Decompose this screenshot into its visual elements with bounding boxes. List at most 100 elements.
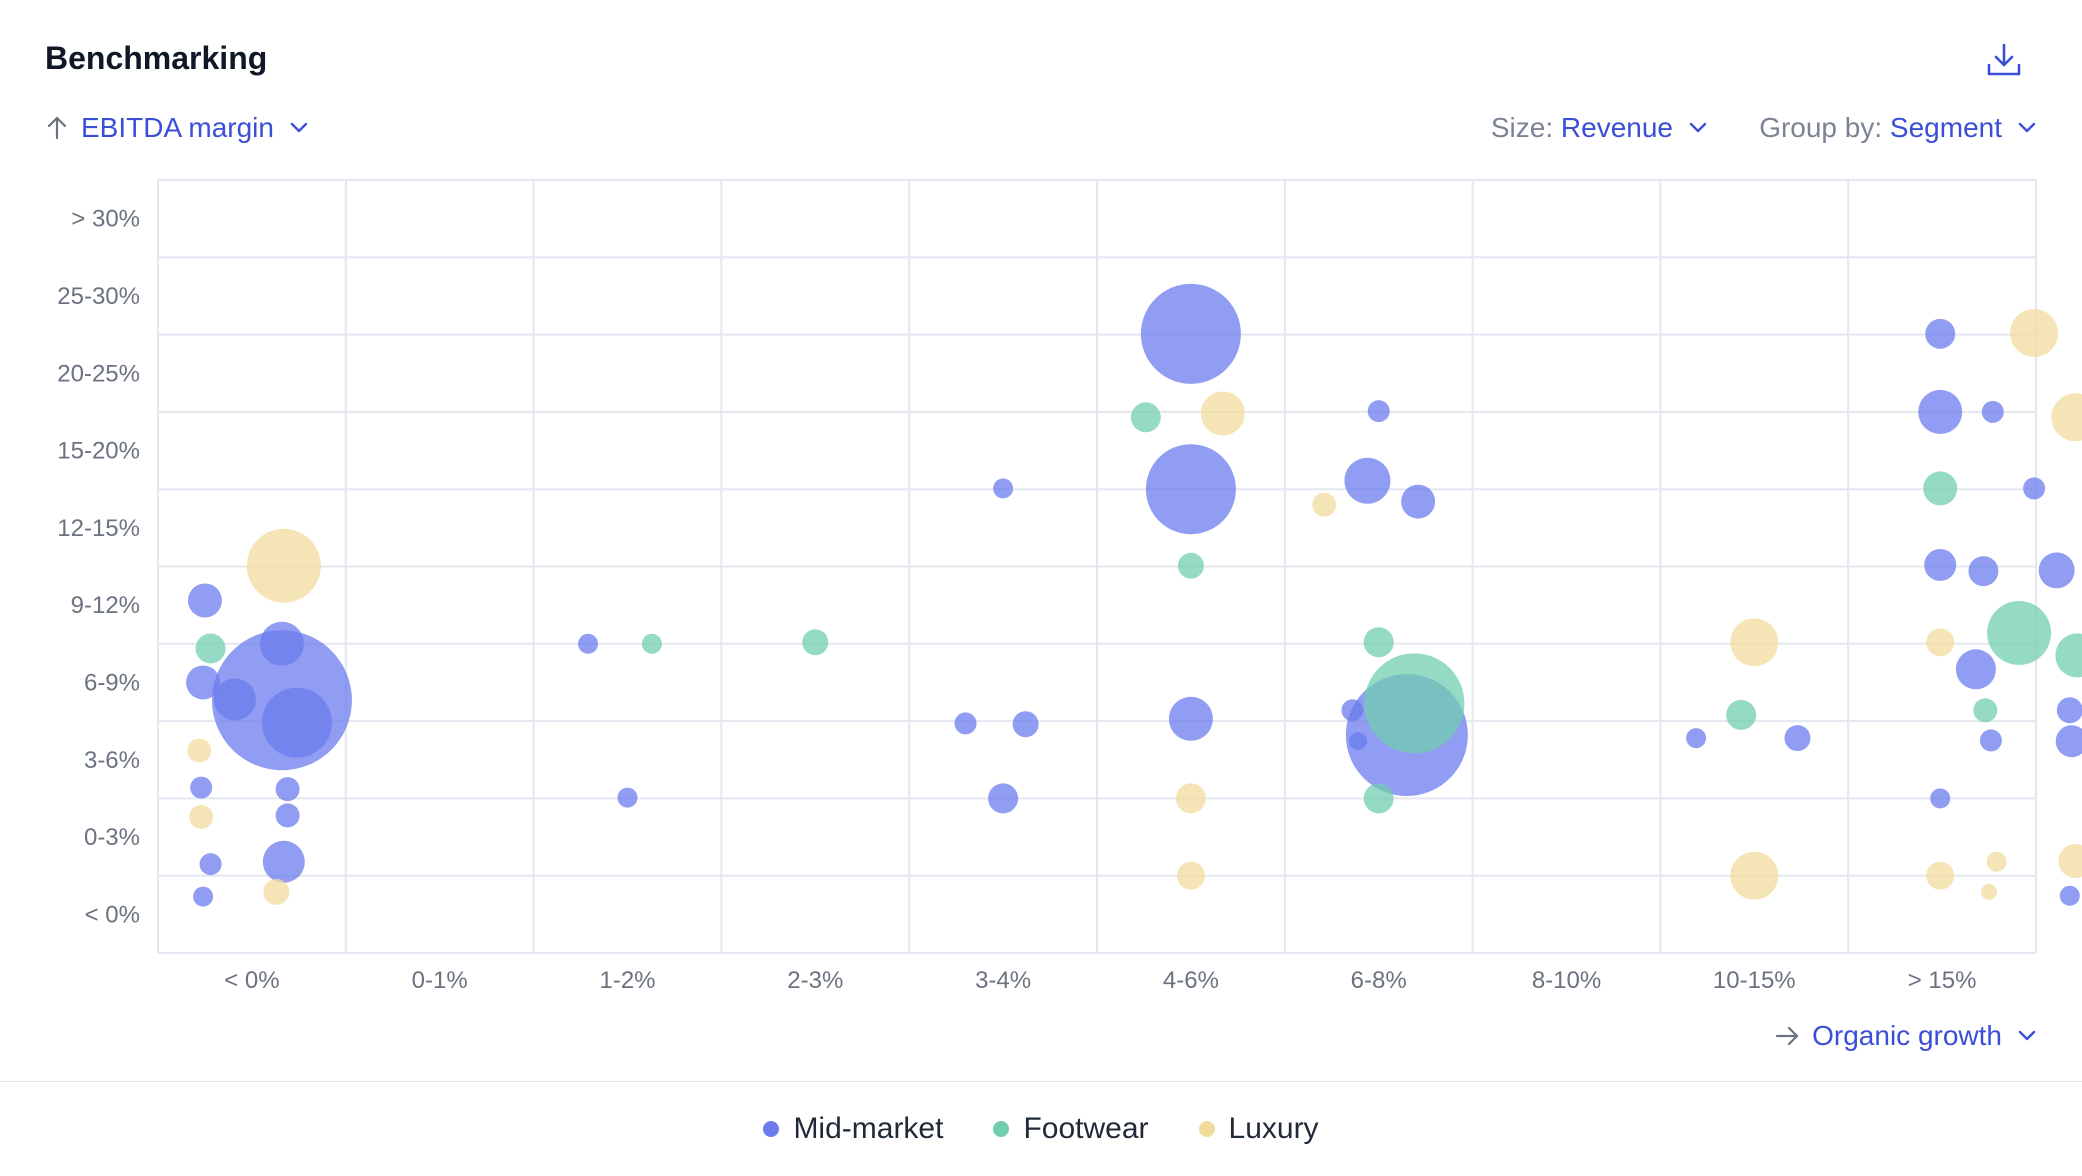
bubble-mid-market[interactable] — [2055, 725, 2082, 758]
bubble-luxury[interactable] — [1926, 628, 1955, 657]
bubble-luxury[interactable] — [1312, 492, 1337, 517]
bubble-luxury[interactable] — [1730, 618, 1779, 667]
bubble-luxury[interactable] — [1176, 861, 1205, 890]
chevron-down-icon — [2018, 1030, 2036, 1041]
y-tick-label: 20-25% — [57, 360, 140, 387]
legend-dot — [993, 1121, 1010, 1137]
bubble-mid-market[interactable] — [1979, 729, 2002, 752]
bubble-luxury[interactable] — [2058, 844, 2082, 879]
bubble-mid-market[interactable] — [1012, 711, 1039, 738]
bubble-mid-market[interactable] — [1367, 400, 1390, 423]
bubble-mid-market[interactable] — [275, 803, 300, 828]
x-tick-label: 4-6% — [1163, 967, 1219, 994]
bubble-mid-market[interactable] — [261, 687, 332, 758]
download-icon[interactable] — [1984, 40, 2024, 80]
legend-item-mid-market: Mid-market — [763, 1112, 943, 1146]
bubble-mid-market[interactable] — [1145, 444, 1236, 535]
bubble-mid-market[interactable] — [1344, 457, 1391, 504]
bubble-footwear[interactable] — [1923, 471, 1958, 506]
bubble-mid-market[interactable] — [1401, 484, 1436, 519]
size-label: Size: — [1490, 112, 1561, 143]
bubble-luxury[interactable] — [189, 804, 214, 829]
bubble-footwear[interactable] — [1363, 627, 1394, 658]
bubble-luxury[interactable] — [2051, 393, 2082, 442]
bubble-luxury[interactable] — [2010, 309, 2059, 358]
bubble-mid-market[interactable] — [1784, 725, 1811, 752]
bubble-mid-market[interactable] — [993, 478, 1014, 499]
y-tick-label: 6-9% — [84, 669, 140, 696]
bubble-luxury[interactable] — [263, 878, 290, 905]
bubble-mid-market[interactable] — [1686, 728, 1707, 749]
x-metric-selector[interactable]: Organic growth — [1774, 1016, 2038, 1056]
y-axis-ticks: < 0% 0-3% 3-6% 6-9% 9-12% 12-15% 15-20% 20-25% 2… — [57, 206, 140, 929]
chevron-down-icon — [2018, 122, 2036, 133]
bubble-footwear[interactable] — [195, 633, 226, 664]
page-title: Benchmarking — [45, 40, 268, 76]
bubble-footwear[interactable] — [1726, 699, 1757, 730]
legend-item-luxury: Luxury — [1198, 1112, 1319, 1146]
x-tick-label: 1-2% — [599, 967, 655, 994]
bubble-footwear[interactable] — [802, 629, 829, 656]
bubble-luxury[interactable] — [1986, 851, 2007, 872]
x-tick-label: > 15% — [1908, 967, 1977, 994]
bubble-luxury[interactable] — [1200, 391, 1245, 436]
y-tick-label: 15-20% — [57, 438, 140, 465]
bubble-mid-market[interactable] — [193, 886, 214, 907]
bubble-mid-market[interactable] — [262, 840, 305, 883]
bubble-mid-market[interactable] — [1981, 400, 2004, 423]
bubble-luxury[interactable] — [187, 738, 212, 763]
bubble-footwear[interactable] — [1363, 783, 1394, 814]
arrow-right-icon — [1776, 1026, 1799, 1046]
y-metric-selector[interactable]: EBITDA margin — [45, 108, 310, 148]
bubble-luxury[interactable] — [1926, 861, 1955, 890]
x-tick-label: 6-8% — [1351, 967, 1407, 994]
bubble-footwear[interactable] — [1177, 552, 1204, 579]
bubble-mid-market[interactable] — [275, 777, 300, 802]
bubble-mid-market[interactable] — [259, 621, 304, 666]
chart-bubbles — [186, 283, 2082, 907]
legend-label: Mid-market — [793, 1112, 944, 1145]
bubble-mid-market[interactable] — [1140, 283, 1241, 384]
bubble-mid-market[interactable] — [2056, 697, 2082, 724]
bubble-luxury[interactable] — [1175, 783, 1206, 814]
bubble-footwear[interactable] — [641, 633, 662, 654]
bubble-mid-market[interactable] — [199, 853, 222, 876]
bubble-mid-market[interactable] — [1918, 389, 1963, 434]
bubble-mid-market[interactable] — [1955, 649, 1996, 690]
chart-grid — [157, 179, 2037, 954]
x-axis-ticks: < 0% 0-1% 1-2% 2-3% 3-4% 4-6% 6-8% 8-10% 10-15% >… — [224, 967, 1976, 994]
legend-dot — [763, 1121, 780, 1137]
bubble-mid-market[interactable] — [1930, 788, 1951, 809]
bubble-mid-market[interactable] — [2023, 477, 2046, 500]
size-selector[interactable]: Size: Revenue — [1491, 108, 1709, 148]
bubble-mid-market[interactable] — [988, 783, 1019, 814]
bubble-mid-market[interactable] — [617, 787, 638, 808]
bubble-footwear[interactable] — [1130, 402, 1161, 433]
bubble-luxury[interactable] — [1730, 851, 1779, 900]
bubble-footwear[interactable] — [1987, 600, 2052, 665]
bubble-mid-market[interactable] — [213, 678, 256, 721]
bubble-mid-market[interactable] — [1924, 548, 1957, 581]
bubble-mid-market[interactable] — [954, 712, 977, 735]
bubble-mid-market[interactable] — [1341, 699, 1364, 722]
bubble-mid-market[interactable] — [2059, 885, 2080, 906]
bubble-mid-market[interactable] — [1168, 696, 1213, 741]
chevron-down-icon — [1689, 122, 1707, 133]
bubble-luxury[interactable] — [1981, 883, 1998, 900]
bubble-footwear[interactable] — [2055, 633, 2082, 678]
x-metric-value: Organic growth — [1812, 1020, 2002, 1051]
group-by-selector[interactable]: Group by: Segment — [1759, 108, 2038, 148]
bubble-mid-market[interactable] — [578, 633, 599, 654]
bubble-mid-market[interactable] — [1349, 732, 1368, 751]
bubble-mid-market[interactable] — [1925, 318, 1956, 349]
arrow-up-icon — [47, 116, 67, 140]
bubble-mid-market[interactable] — [187, 583, 222, 618]
bubble-mid-market[interactable] — [1968, 556, 1999, 587]
bubble-mid-market[interactable] — [186, 665, 221, 700]
x-tick-label: 2-3% — [787, 967, 843, 994]
bubble-footwear[interactable] — [1973, 698, 1998, 723]
bubble-mid-market[interactable] — [2038, 552, 2075, 589]
bubble-footwear[interactable] — [1364, 653, 1465, 754]
bubble-mid-market[interactable] — [190, 776, 213, 799]
bubble-luxury[interactable] — [246, 528, 321, 603]
